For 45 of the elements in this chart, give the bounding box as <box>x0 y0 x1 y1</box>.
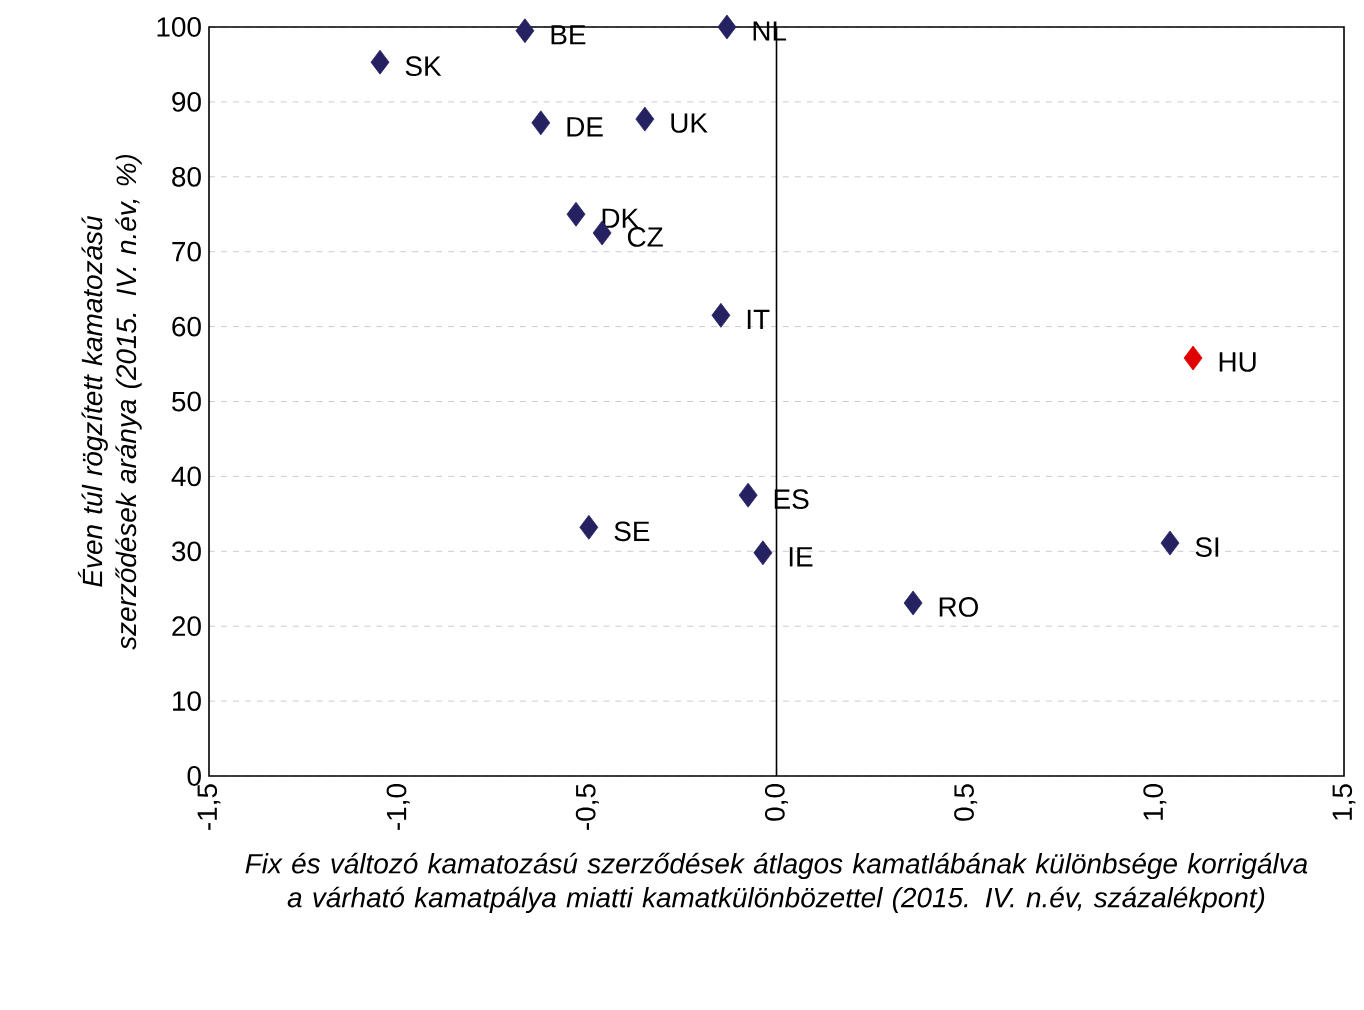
y-tick-label: 50 <box>172 391 201 412</box>
point <box>515 18 535 44</box>
point <box>1183 345 1203 371</box>
point <box>566 201 586 227</box>
y-tick-label: 100 <box>157 17 201 37</box>
annotation: SI <box>1195 537 1219 557</box>
y-tick-label: 10 <box>173 691 201 711</box>
point <box>711 302 731 328</box>
annotation: RO <box>939 597 978 617</box>
annotation: UK <box>671 113 708 133</box>
y-tick-label: 0 <box>187 766 201 786</box>
y-tick-label: 90 <box>172 92 201 112</box>
annotation: CZ <box>627 227 663 247</box>
y-axis-title: Éven túl rögzített kamatozású szerződések aránya (2015. IV. n.év, %) <box>77 154 142 650</box>
x-tick-label: -0,5 <box>575 784 599 830</box>
point <box>1160 530 1180 556</box>
point <box>717 14 737 40</box>
annotation: HU <box>1219 352 1256 372</box>
point <box>531 110 551 136</box>
annotation: BE <box>551 25 586 45</box>
x-tick-label: -1,0 <box>386 784 410 830</box>
x-tick-label: 0,5 <box>954 784 978 821</box>
annotation: IE <box>789 547 813 567</box>
point <box>738 482 758 508</box>
point <box>903 590 923 616</box>
annotation: IT <box>747 309 770 329</box>
point <box>579 514 599 540</box>
annotation: SE <box>614 521 650 542</box>
y-tick-label: 60 <box>172 316 201 337</box>
point <box>753 540 773 566</box>
y-tick-label: 30 <box>172 541 201 562</box>
point <box>635 106 655 132</box>
x-tick-label: 1,0 <box>1143 784 1167 820</box>
x-axis-title: Fix és változó kamatozású szerződések átlagos kamatlábának különbsége korrigálva a várható kamatpálya miatti kamatkülönbözettel (2015. IV. n.év, százalékpont) <box>245 852 1308 913</box>
point <box>370 49 390 75</box>
annotation: DE <box>567 117 603 137</box>
y-tick-label: 70 <box>172 241 201 262</box>
x-tick-label: 0,0 <box>764 784 789 821</box>
y-tick-label: 80 <box>172 166 201 187</box>
y-tick-label: 40 <box>171 466 201 487</box>
y-tick-label: 20 <box>172 616 201 637</box>
x-tick-label: 1,5 <box>1332 784 1356 820</box>
annotation: SK <box>405 56 442 77</box>
annotation: DK <box>602 208 639 228</box>
x-tick-label: -1,5 <box>197 784 221 830</box>
